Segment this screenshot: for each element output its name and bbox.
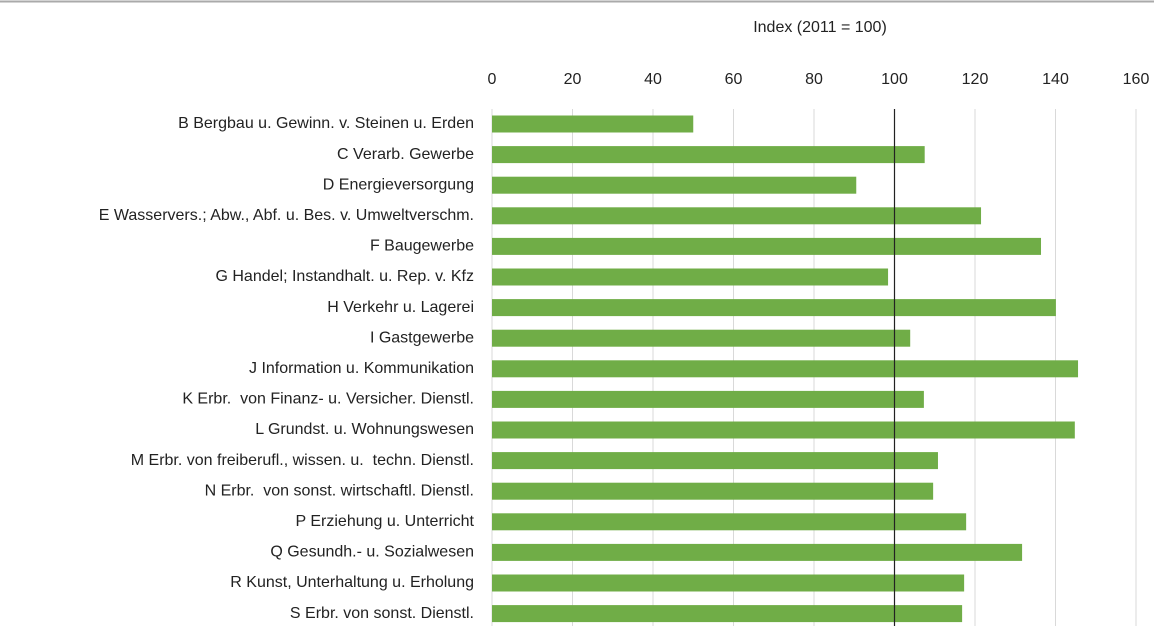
x-tick-label: 0 bbox=[488, 71, 497, 88]
y-tick-label: C Verarb. Gewerbe bbox=[337, 146, 474, 163]
bar bbox=[492, 146, 925, 164]
y-tick-label: Q Gesundh.- u. Sozialwesen bbox=[270, 544, 474, 561]
y-tick-label: M Erbr. von freiberufl., wissen. u. tech… bbox=[131, 452, 474, 469]
y-tick-label: D Energieversorgung bbox=[323, 176, 474, 193]
bar bbox=[492, 237, 1042, 255]
bar bbox=[492, 452, 938, 470]
y-tick-label: E Wasservers.; Abw., Abf. u. Bes. v. Umw… bbox=[99, 207, 474, 224]
bar bbox=[492, 268, 889, 286]
bar bbox=[492, 115, 694, 133]
y-tick-label: F Baugewerbe bbox=[370, 238, 474, 255]
axis-title: Index (2011 = 100) bbox=[753, 19, 887, 36]
y-tick-label: B Bergbau u. Gewinn. v. Steinen u. Erden bbox=[178, 115, 474, 132]
x-tick-label: 160 bbox=[1123, 71, 1150, 88]
y-tick-label: G Handel; Instandhalt. u. Rep. v. Kfz bbox=[215, 268, 474, 285]
y-tick-label: H Verkehr u. Lagerei bbox=[327, 299, 474, 316]
bar bbox=[492, 574, 965, 592]
x-tick-label: 20 bbox=[564, 71, 582, 88]
x-tick-label: 80 bbox=[805, 71, 823, 88]
bar bbox=[492, 299, 1056, 317]
x-tick-label: 140 bbox=[1042, 71, 1069, 88]
bar bbox=[492, 513, 967, 531]
bar bbox=[492, 329, 911, 347]
x-tick-label: 120 bbox=[962, 71, 989, 88]
x-tick-label: 60 bbox=[725, 71, 743, 88]
bar bbox=[492, 207, 982, 225]
x-tick-label: 40 bbox=[644, 71, 662, 88]
x-tick-label: 100 bbox=[881, 71, 908, 88]
y-tick-label: I Gastgewerbe bbox=[370, 329, 474, 346]
y-tick-label: P Erziehung u. Unterricht bbox=[296, 513, 475, 530]
y-tick-label: R Kunst, Unterhaltung u. Erholung bbox=[230, 574, 474, 591]
bar bbox=[492, 543, 1023, 561]
y-tick-label: S Erbr. von sonst. Dienstl. bbox=[290, 605, 474, 622]
bar bbox=[492, 390, 924, 408]
y-tick-label: K Erbr. von Finanz- u. Versicher. Dienst… bbox=[182, 391, 474, 408]
y-tick-label: J Information u. Kommunikation bbox=[249, 360, 474, 377]
bar bbox=[492, 176, 857, 194]
bar bbox=[492, 605, 963, 623]
bar bbox=[492, 421, 1075, 439]
y-tick-label: N Erbr. von sonst. wirtschaftl. Dienstl. bbox=[205, 482, 474, 499]
bar bbox=[492, 482, 934, 500]
y-tick-label: L Grundst. u. Wohnungswesen bbox=[255, 421, 474, 438]
bar bbox=[492, 360, 1079, 378]
